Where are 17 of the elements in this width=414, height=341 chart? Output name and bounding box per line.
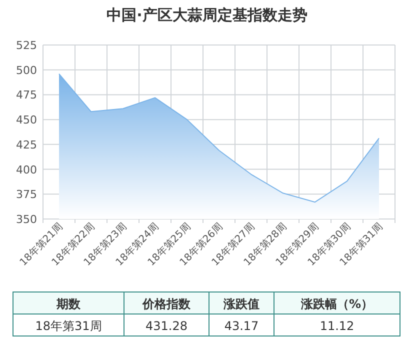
y-tick-label: 525: [16, 39, 37, 52]
text: 431.28: [146, 319, 188, 333]
y-tick-label: 500: [16, 64, 37, 77]
text: 18年第31周: [35, 319, 102, 333]
text: 涨跌幅（%）: [300, 297, 374, 311]
y-tick-label: 400: [16, 163, 37, 176]
text: 11.12: [320, 319, 354, 333]
text: 价格指数: [142, 297, 192, 311]
y-tick-label: 375: [16, 188, 37, 202]
text: 期数: [56, 297, 82, 311]
text: 涨跌值: [222, 297, 260, 311]
y-tick-label: 450: [16, 114, 37, 127]
chart-title: 中国·产区大蒜周定基指数走势: [106, 6, 308, 24]
y-tick-label: 475: [16, 88, 37, 102]
text: 43.17: [224, 319, 259, 333]
y-tick-label: 425: [16, 138, 37, 152]
y-tick-label: 350: [16, 213, 37, 226]
